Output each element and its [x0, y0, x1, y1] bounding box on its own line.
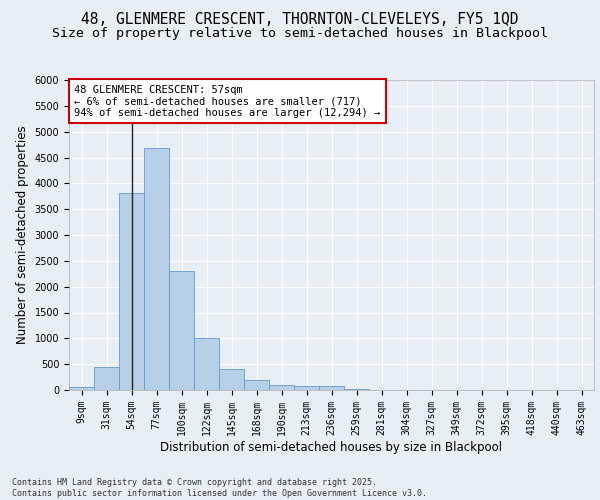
Bar	[144, 148, 169, 390]
Bar	[319, 386, 344, 390]
Bar	[194, 338, 219, 390]
Bar	[169, 271, 194, 390]
Bar	[244, 380, 269, 390]
Text: 48, GLENMERE CRESCENT, THORNTON-CLEVELEYS, FY5 1QD: 48, GLENMERE CRESCENT, THORNTON-CLEVELEY…	[81, 12, 519, 28]
Text: Size of property relative to semi-detached houses in Blackpool: Size of property relative to semi-detach…	[52, 28, 548, 40]
Bar	[219, 369, 244, 390]
Y-axis label: Number of semi-detached properties: Number of semi-detached properties	[16, 126, 29, 344]
Bar	[94, 368, 119, 390]
Text: Contains HM Land Registry data © Crown copyright and database right 2025.
Contai: Contains HM Land Registry data © Crown c…	[12, 478, 427, 498]
Bar	[344, 389, 369, 390]
Text: 48 GLENMERE CRESCENT: 57sqm
← 6% of semi-detached houses are smaller (717)
94% o: 48 GLENMERE CRESCENT: 57sqm ← 6% of semi…	[74, 84, 380, 118]
Bar	[269, 385, 294, 390]
X-axis label: Distribution of semi-detached houses by size in Blackpool: Distribution of semi-detached houses by …	[160, 440, 503, 454]
Bar	[69, 388, 94, 390]
Bar	[119, 192, 144, 390]
Bar	[294, 386, 319, 390]
